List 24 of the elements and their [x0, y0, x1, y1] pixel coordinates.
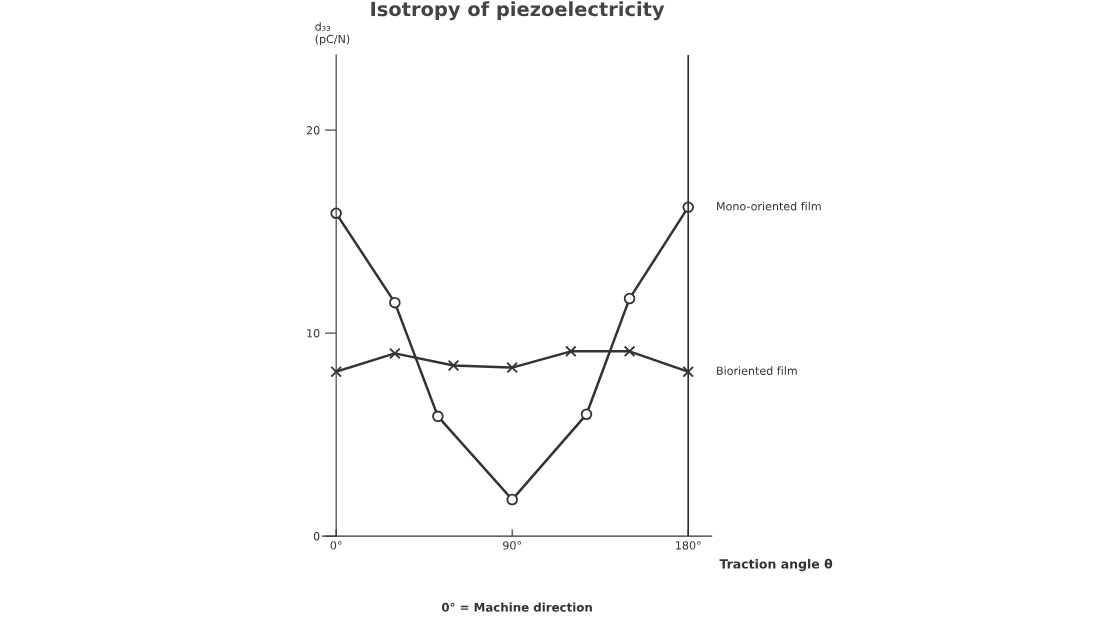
text: 0° = Machine direction: [441, 602, 592, 612]
point: [623, 345, 636, 358]
y-axis-title: d₃₃ (pC/N): [315, 22, 350, 46]
x-tick-label: 180°: [676, 541, 701, 550]
point: [682, 365, 694, 378]
x-axis-title: Traction angle θ: [719, 558, 833, 572]
point: [506, 493, 518, 506]
x-tick-label: 0°: [330, 541, 342, 550]
chart-title: Isotropy of piezoelectricity: [371, 1, 665, 21]
y-tick-label: 20: [306, 126, 320, 135]
point: [389, 296, 401, 309]
point: [432, 410, 444, 423]
point: [330, 365, 342, 378]
point: [506, 361, 518, 374]
y-tick-label: 0: [313, 532, 320, 541]
point: [565, 345, 577, 358]
point: [389, 347, 401, 360]
y-tick-label: 10: [307, 329, 320, 338]
text: Mono-oriented film: [717, 201, 821, 211]
x-tick-label: 90°: [503, 541, 521, 550]
point: [447, 359, 460, 372]
point: [623, 292, 636, 305]
point: [580, 408, 593, 421]
text: Bioriented film: [717, 366, 797, 375]
